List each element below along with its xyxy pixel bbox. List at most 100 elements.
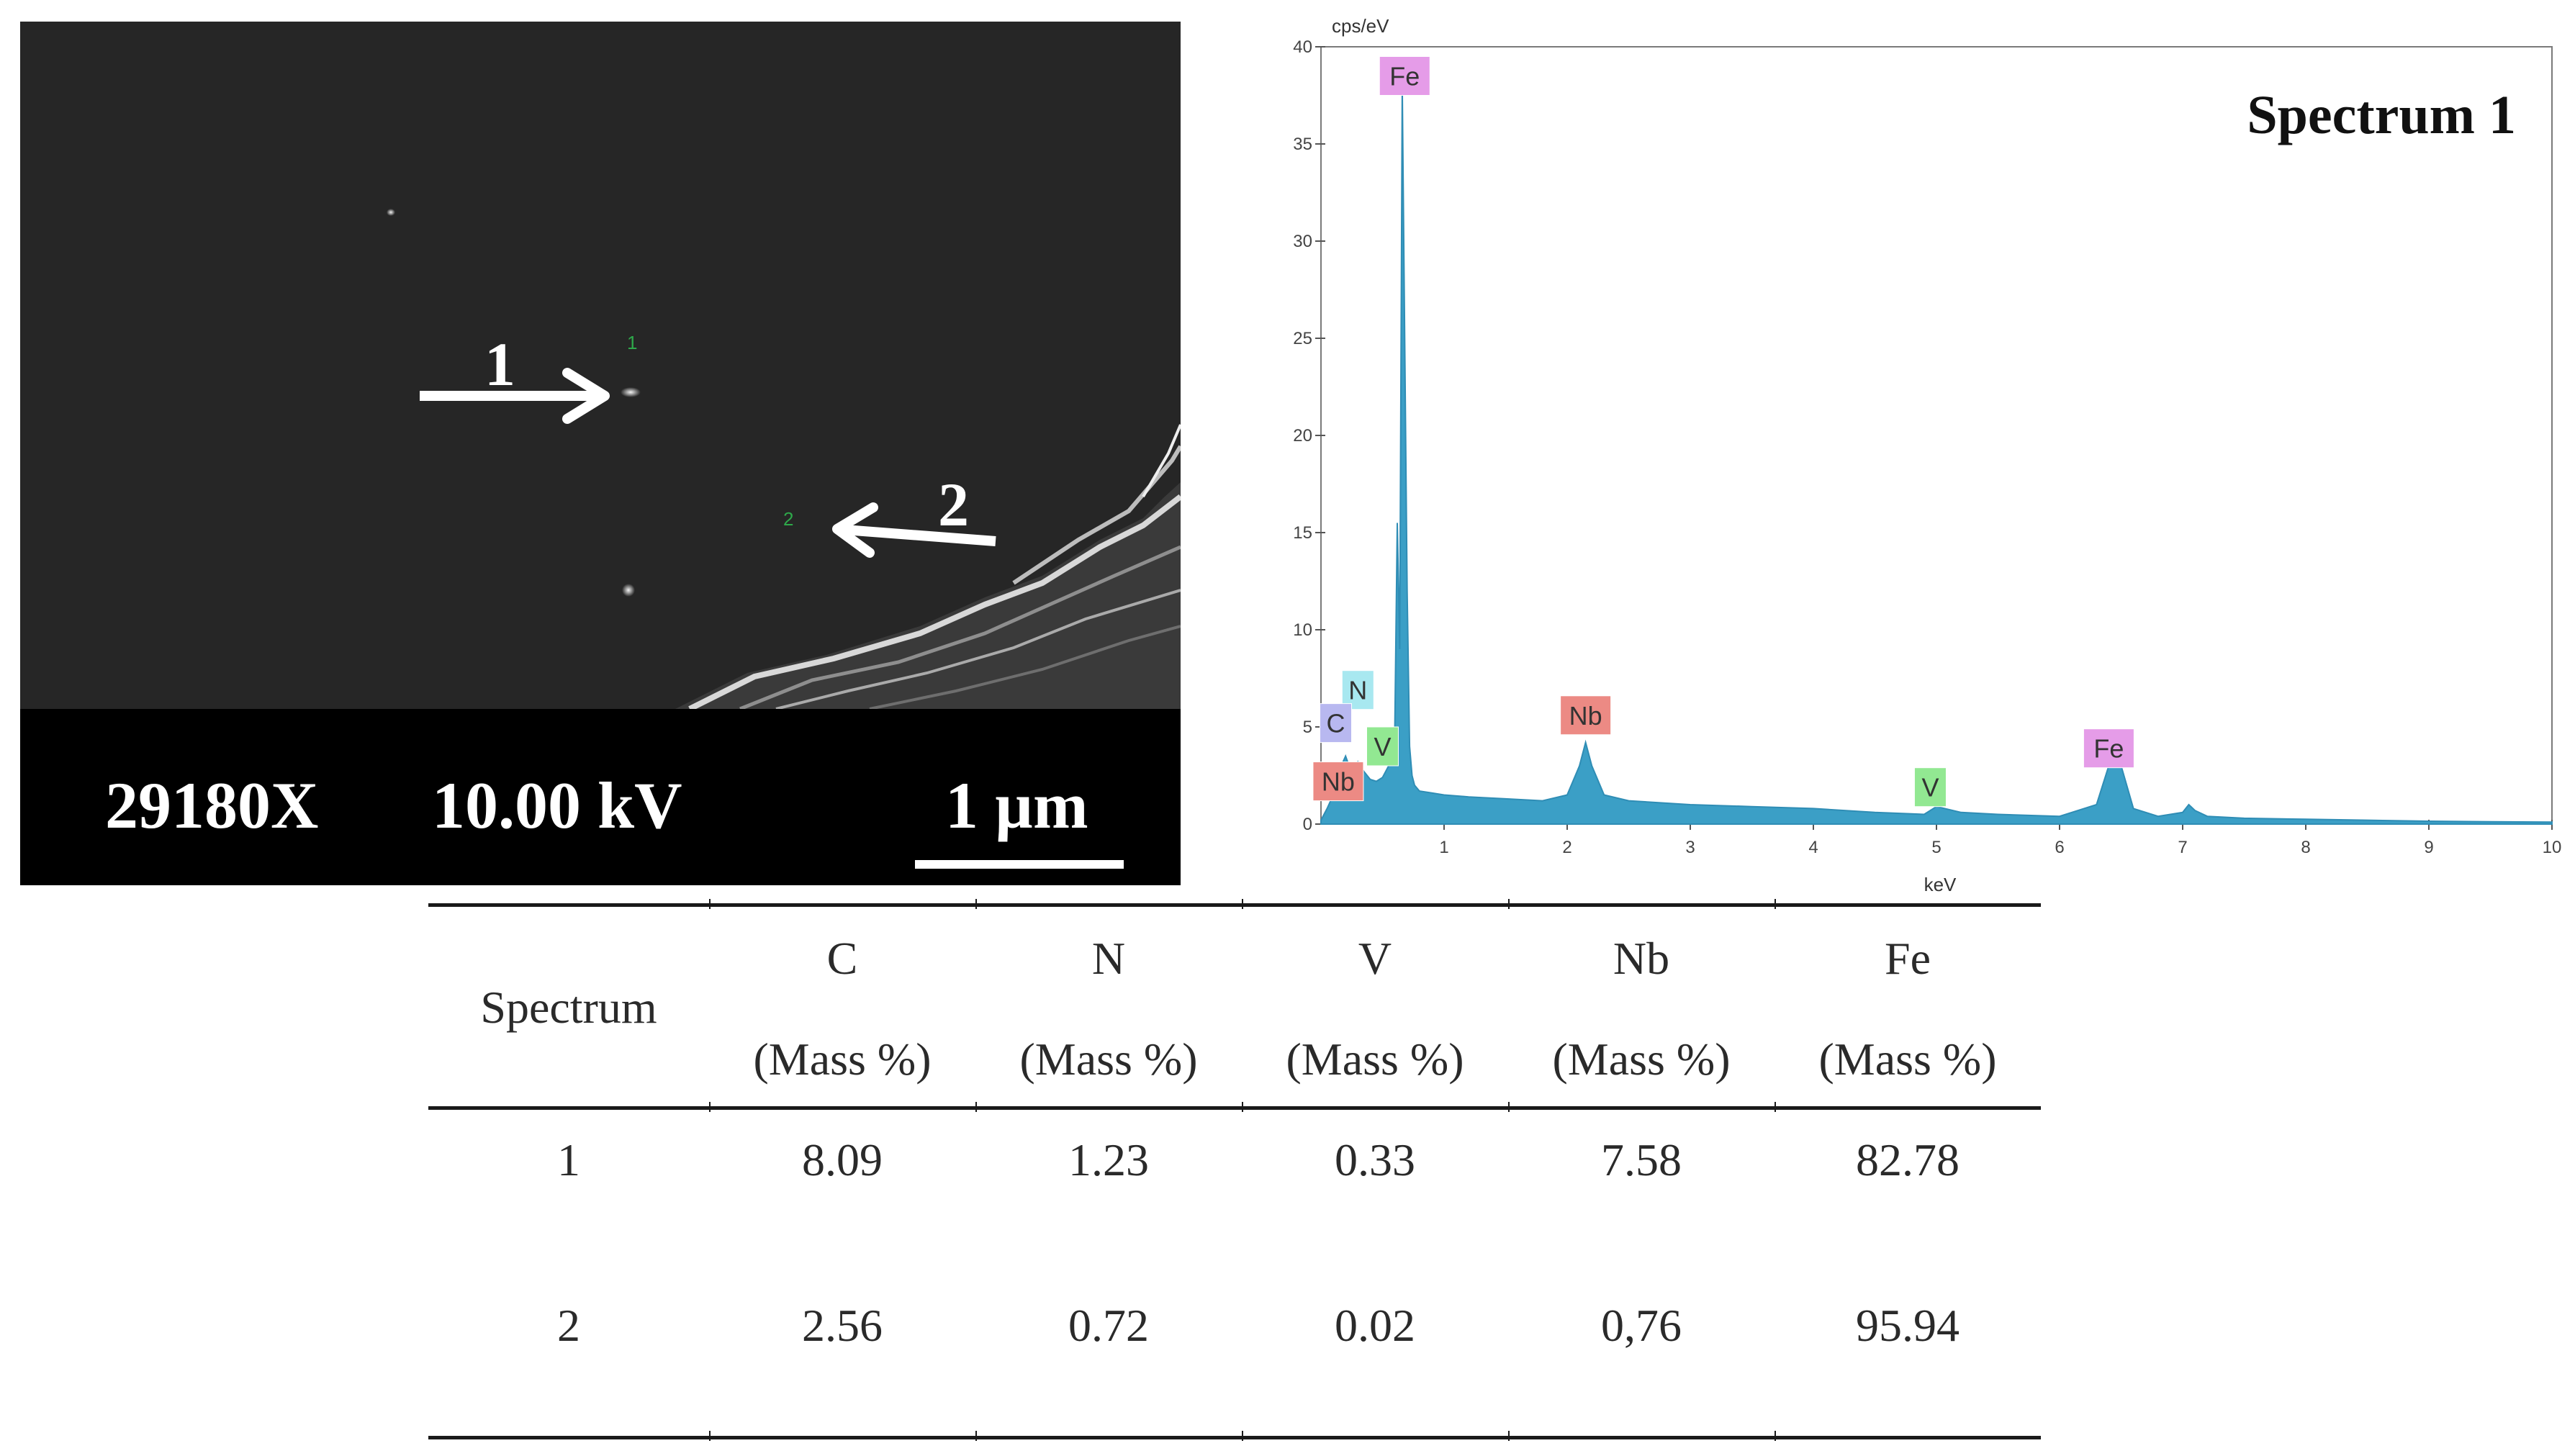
y-axis-label: cps/eV xyxy=(1332,15,1389,37)
peak-label-box xyxy=(1379,56,1430,96)
row-1-spectrum: 1 xyxy=(557,1134,580,1185)
header-v-unit: (Mass %) xyxy=(1286,1034,1464,1085)
row-2-v: 0.02 xyxy=(1335,1300,1415,1351)
header-spectrum: Spectrum xyxy=(480,982,657,1033)
x-tick-label: 2 xyxy=(1562,838,1571,857)
column-tick xyxy=(1508,899,1510,909)
table-header-rule xyxy=(428,1106,2041,1110)
peak-label: Fe xyxy=(2083,728,2134,769)
y-tick-label: 10 xyxy=(1293,620,1312,640)
particle-point-1 xyxy=(621,387,641,397)
row-2-nb: 0,76 xyxy=(1601,1300,1682,1351)
peak-label-text: Fe xyxy=(1389,62,1420,91)
peak-label: Fe xyxy=(1379,56,1430,96)
scale-bar-label: 1 µm xyxy=(945,769,1088,842)
composition-table: Spectrum C (Mass %) N (Mass %) V (Mass %… xyxy=(428,899,2041,1443)
header-fe: Fe xyxy=(1885,933,1931,984)
sem-micrograph: 1 2 1 2 29180X 10.00 kV 1 µm xyxy=(20,22,1181,885)
row-2-fe: 95.94 xyxy=(1856,1300,1960,1351)
particle-speck xyxy=(622,584,635,597)
peak-label-text: Fe xyxy=(2093,734,2124,764)
table-bottom-rule xyxy=(428,1436,2041,1439)
x-tick-label: 8 xyxy=(2301,838,2310,857)
arrow-2-head xyxy=(832,502,878,558)
fracture-ridge xyxy=(1012,445,1181,585)
peak-label-box xyxy=(1560,695,1612,736)
chart-title: Spectrum 1 xyxy=(2247,85,2516,145)
column-tick xyxy=(1774,1102,1776,1112)
row-1-c: 8.09 xyxy=(802,1134,883,1185)
fracture-ridge xyxy=(1142,424,1181,498)
sem-info-bar: 29180X 10.00 kV 1 µm xyxy=(20,709,1181,885)
x-axis-label: keV xyxy=(1924,874,1957,895)
row-1-nb: 7.58 xyxy=(1601,1134,1682,1185)
peak-label: C xyxy=(1320,703,1353,743)
peak-label-box xyxy=(1366,726,1399,767)
x-tick-label: 1 xyxy=(1439,838,1448,857)
peak-label-text: V xyxy=(1921,773,1939,802)
column-tick xyxy=(1774,1431,1776,1441)
column-tick xyxy=(709,1431,711,1441)
y-tick-label: 20 xyxy=(1293,426,1312,446)
header-c-unit: (Mass %) xyxy=(753,1034,932,1085)
column-tick xyxy=(709,1102,711,1112)
sem-image: 1 2 1 2 xyxy=(20,22,1181,709)
header-c: C xyxy=(826,933,858,984)
peak-label-box xyxy=(1320,703,1353,743)
row-1-fe: 82.78 xyxy=(1856,1134,1960,1185)
y-tick-label: 35 xyxy=(1293,135,1312,154)
peak-label-text: V xyxy=(1374,732,1391,761)
column-tick xyxy=(975,1431,977,1441)
header-n-unit: (Mass %) xyxy=(1019,1034,1198,1085)
table-top-rule xyxy=(428,903,2041,907)
x-tick-label: 4 xyxy=(1808,838,1818,857)
y-tick-label: 25 xyxy=(1293,329,1312,348)
peak-label: N xyxy=(1341,670,1374,710)
column-tick xyxy=(975,1102,977,1112)
peak-label-text: N xyxy=(1348,676,1367,705)
y-tick-label: 0 xyxy=(1303,815,1312,834)
column-tick xyxy=(1508,1431,1510,1441)
fracture-ridge xyxy=(739,545,1181,709)
x-tick-label: 6 xyxy=(2055,838,2064,857)
column-tick xyxy=(1242,1431,1243,1441)
row-1-v: 0.33 xyxy=(1335,1134,1415,1185)
peak-label-box xyxy=(1341,670,1374,710)
header-nb-unit: (Mass %) xyxy=(1552,1034,1731,1085)
y-tick-label: 5 xyxy=(1303,718,1312,737)
peak-label: V xyxy=(1366,726,1399,767)
column-tick xyxy=(709,899,711,909)
sem-background xyxy=(20,22,1181,709)
column-tick xyxy=(1508,1102,1510,1112)
fracture-edge xyxy=(688,494,1181,709)
row-1-n: 1.23 xyxy=(1068,1134,1149,1185)
peak-label: Nb xyxy=(1560,695,1612,736)
header-n: N xyxy=(1091,933,1126,984)
fracture-ridge xyxy=(869,625,1181,709)
header-nb: Nb xyxy=(1613,933,1670,984)
y-tick-label: 30 xyxy=(1293,232,1312,251)
spectrum-series xyxy=(1320,85,2553,825)
arrow-2-shaft xyxy=(844,525,996,546)
header-v: V xyxy=(1358,933,1392,984)
x-tick-label: 7 xyxy=(2178,838,2187,857)
peak-label-box xyxy=(2083,728,2134,769)
peak-label: V xyxy=(1913,767,1947,808)
column-tick xyxy=(975,899,977,909)
peak-label-text: Nb xyxy=(1322,767,1355,797)
row-2-c: 2.56 xyxy=(802,1300,883,1351)
fracture-ridge xyxy=(775,589,1181,709)
magnification-label: 29180X xyxy=(105,769,319,842)
scale-bar xyxy=(915,860,1124,869)
fracture-surface xyxy=(675,482,1181,709)
x-tick-label: 10 xyxy=(2543,838,2562,857)
point-marker-1: 1 xyxy=(627,332,637,353)
particle-speck xyxy=(387,209,395,216)
peak-label-box xyxy=(1312,761,1364,802)
x-tick-label: 3 xyxy=(1685,838,1695,857)
column-tick xyxy=(1242,1102,1243,1112)
arrow-1-head xyxy=(562,368,610,424)
y-tick-label: 40 xyxy=(1293,37,1312,57)
y-tick-label: 15 xyxy=(1293,523,1312,543)
